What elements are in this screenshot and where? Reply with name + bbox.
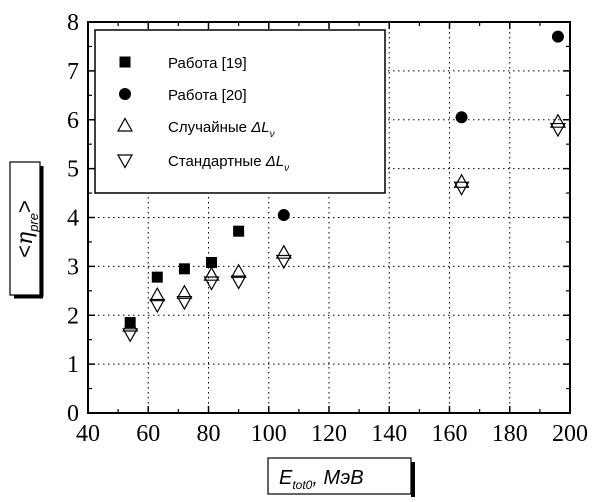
data-point-triangle-up <box>275 244 292 259</box>
data-point-triangle-up <box>149 286 166 302</box>
y-tick-label: 8 <box>67 10 79 36</box>
x-axis-label: Etot0, МэВ <box>267 457 415 497</box>
data-point-triangle-down <box>176 295 193 311</box>
data-point-triangle-down <box>453 181 470 196</box>
y-axis-label-box <box>9 161 41 296</box>
y-axis-label: <ηpre> <box>9 161 44 299</box>
x-label-sub: tot0 <box>292 478 312 492</box>
data-point-triangle-down <box>230 275 247 290</box>
x-label-rest: , МэВ <box>312 467 363 489</box>
x-tick-label: 120 <box>311 421 347 447</box>
data-point-circle <box>277 209 290 222</box>
data-point-triangle-down <box>149 298 166 314</box>
x-tick-label: 60 <box>136 421 160 447</box>
legend-label: Стандартные ΔLν <box>168 153 289 174</box>
legend-marker-triangle-up <box>116 117 134 132</box>
x-axis-label-text: Etot0, МэВ <box>279 467 364 492</box>
data-point-triangle-up <box>203 266 220 281</box>
data-points <box>122 30 566 343</box>
legend-label: Работа [19] <box>168 55 247 72</box>
data-point-circle <box>455 111 468 124</box>
legend-label-italic: ΔL <box>265 153 284 170</box>
legend-label-italic: ΔL <box>250 119 269 136</box>
legend-entries: Работа [19]Работа [20]Случайные ΔLνСтанд… <box>116 55 289 174</box>
x-tick-label: 100 <box>251 421 287 447</box>
legend-marker-triangle-down <box>116 154 134 169</box>
y-tick-label: 3 <box>67 254 79 280</box>
y-label-open: < <box>12 245 37 258</box>
data-point-triangle-down <box>275 254 292 270</box>
data-point-triangle-up <box>176 284 193 299</box>
legend-label-sub: ν <box>284 163 289 174</box>
data-point-square <box>178 263 190 275</box>
y-label-sub: pre <box>26 213 41 233</box>
data-point-square <box>233 225 245 237</box>
legend-label-main: Случайные <box>168 119 251 136</box>
x-tick-label: 200 <box>552 421 588 447</box>
legend-label-main: Стандартные <box>168 153 266 170</box>
y-label-main: η <box>13 232 38 245</box>
y-tick-label: 4 <box>67 206 79 232</box>
y-tick-label: 2 <box>67 303 79 329</box>
legend-box <box>94 29 386 194</box>
data-point-triangle-down <box>203 276 220 291</box>
y-tick-label: 1 <box>67 352 79 378</box>
plot-frame <box>87 21 571 414</box>
legend-label: Случайные ΔLν <box>168 119 275 140</box>
y-axis-label-text: <ηpre> <box>12 200 41 258</box>
y-tick-label: 6 <box>67 108 79 134</box>
legend-marker-square <box>119 56 131 68</box>
y-tick-label: 0 <box>67 401 79 427</box>
x-label-main: E <box>279 467 293 489</box>
data-point-square <box>124 317 136 329</box>
y-tick-labels: 0 1 2 3 4 5 6 7 8 <box>67 10 79 427</box>
data-point-triangle-up <box>230 263 247 278</box>
x-tick-label: 160 <box>432 421 468 447</box>
data-point-triangle-up <box>549 113 566 128</box>
legend-label: Работа [20] <box>168 87 247 104</box>
legend: Работа [19]Работа [20]Случайные ΔLνСтанд… <box>94 29 386 194</box>
data-point-square <box>206 256 218 268</box>
data-point-triangle-down <box>122 328 139 343</box>
legend-label-sub: ν <box>270 129 275 140</box>
x-tick-label: 180 <box>492 421 528 447</box>
data-point-triangle-up <box>453 173 470 188</box>
y-tick-label: 7 <box>67 59 79 85</box>
x-tick-label: 80 <box>197 421 221 447</box>
y-label-close: > <box>12 200 37 213</box>
legend-marker-circle <box>119 88 131 100</box>
data-point-circle <box>551 30 564 43</box>
data-point-triangle-down <box>549 122 566 138</box>
data-point-square <box>151 271 163 283</box>
x-tick-label: 140 <box>371 421 407 447</box>
y-tick-label: 5 <box>67 157 79 183</box>
x-tick-labels: 40 60 80 100 120 140 160 180 200 <box>76 421 588 447</box>
x-tick-label: 40 <box>76 421 100 447</box>
